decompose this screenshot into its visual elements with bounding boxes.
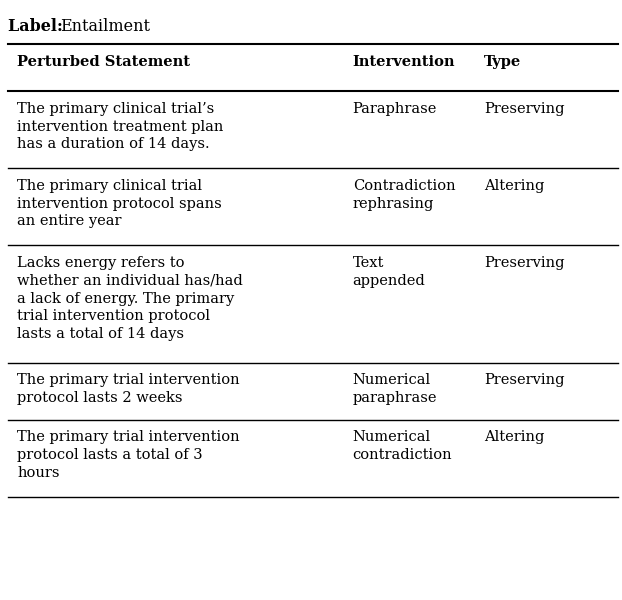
Text: Text
appended: Text appended: [353, 256, 425, 287]
Text: Altering: Altering: [484, 430, 544, 444]
Text: The primary trial intervention
protocol lasts 2 weeks: The primary trial intervention protocol …: [17, 373, 239, 405]
Text: The primary clinical trial’s
intervention treatment plan
has a duration of 14 da: The primary clinical trial’s interventio…: [17, 101, 223, 151]
Text: Type: Type: [484, 55, 521, 68]
Text: Contradiction
rephrasing: Contradiction rephrasing: [353, 179, 455, 211]
Text: Preserving: Preserving: [484, 256, 564, 270]
Text: Paraphrase: Paraphrase: [353, 101, 437, 116]
Text: Altering: Altering: [484, 179, 544, 193]
Text: Preserving: Preserving: [484, 373, 564, 387]
Text: Numerical
paraphrase: Numerical paraphrase: [353, 373, 437, 405]
Text: Numerical
contradiction: Numerical contradiction: [353, 430, 452, 462]
Text: Lacks energy refers to
whether an individual has/had
a lack of energy. The prima: Lacks energy refers to whether an indivi…: [17, 256, 243, 341]
Text: The primary trial intervention
protocol lasts a total of 3
hours: The primary trial intervention protocol …: [17, 430, 239, 480]
Text: Entailment: Entailment: [60, 18, 150, 35]
Text: Perturbed Statement: Perturbed Statement: [17, 55, 190, 68]
Text: Intervention: Intervention: [353, 55, 455, 68]
Text: Label:: Label:: [8, 18, 68, 35]
Text: Preserving: Preserving: [484, 101, 564, 116]
Text: The primary clinical trial
intervention protocol spans
an entire year: The primary clinical trial intervention …: [17, 179, 222, 229]
